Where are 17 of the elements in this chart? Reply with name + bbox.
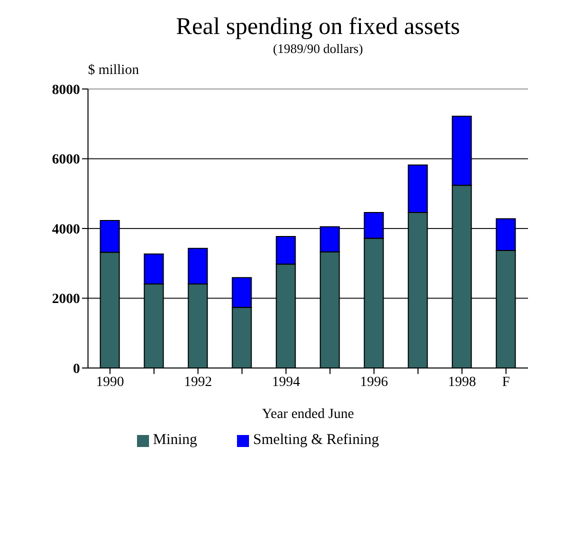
legend-label: Smelting & Refining: [253, 432, 380, 448]
chart-title: Real spending on fixed assets: [175, 14, 461, 41]
x-axis-title: Year ended June: [262, 407, 354, 422]
y-tick-label: 2000: [52, 292, 80, 308]
y-tick-label: 4000: [52, 222, 80, 238]
x-tick-label: F: [502, 374, 510, 390]
y-tick-label: 8000: [52, 82, 80, 98]
y-axis-title: $ million: [88, 63, 140, 79]
x-tick-label: 1994: [272, 374, 300, 390]
chart-subtitle: (1989/90 dollars): [272, 41, 364, 57]
y-tick-label: 0: [73, 362, 80, 377]
x-tick-label: 1998: [448, 374, 476, 390]
x-tick-label: 1996: [360, 374, 388, 390]
legend-label: Mining: [152, 432, 198, 448]
x-tick-label: 1992: [184, 374, 212, 390]
x-tick-label: 1990: [96, 374, 124, 390]
y-tick-label: 6000: [52, 152, 80, 168]
